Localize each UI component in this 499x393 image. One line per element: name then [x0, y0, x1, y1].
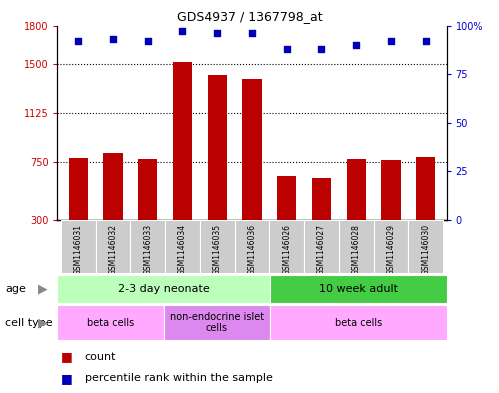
Bar: [164, 305, 269, 340]
Bar: [235, 220, 269, 273]
Text: ▶: ▶: [37, 316, 47, 329]
Bar: [408, 220, 443, 273]
Text: 10 week adult: 10 week adult: [319, 284, 398, 294]
Point: [248, 30, 256, 37]
Bar: [208, 75, 227, 220]
Text: cell type: cell type: [5, 318, 52, 328]
Bar: [138, 159, 157, 220]
Text: age: age: [5, 284, 26, 294]
Point: [109, 36, 117, 42]
Text: ▶: ▶: [37, 283, 47, 296]
Bar: [269, 305, 447, 340]
Text: GSM1146035: GSM1146035: [213, 224, 222, 275]
Bar: [312, 178, 331, 220]
Point: [317, 46, 325, 52]
Point: [422, 38, 430, 44]
Text: GSM1146033: GSM1146033: [143, 224, 152, 275]
Bar: [165, 220, 200, 273]
Bar: [173, 62, 192, 220]
Bar: [57, 275, 269, 303]
Bar: [69, 158, 88, 220]
Bar: [339, 220, 374, 273]
Text: GSM1146031: GSM1146031: [74, 224, 83, 275]
Bar: [61, 220, 96, 273]
Point: [74, 38, 82, 44]
Text: ■: ■: [61, 350, 73, 363]
Text: non-endocrine islet
cells: non-endocrine islet cells: [170, 312, 263, 333]
Bar: [374, 220, 408, 273]
Point: [179, 28, 187, 35]
Text: GSM1146032: GSM1146032: [108, 224, 117, 275]
Point: [352, 42, 360, 48]
Bar: [243, 79, 261, 220]
Text: beta cells: beta cells: [87, 318, 134, 328]
Text: count: count: [85, 352, 116, 362]
Bar: [200, 220, 235, 273]
Bar: [381, 160, 401, 220]
Text: GSM1146026: GSM1146026: [282, 224, 291, 275]
Bar: [269, 275, 447, 303]
Bar: [416, 156, 435, 220]
Bar: [130, 220, 165, 273]
Bar: [269, 220, 304, 273]
Point: [213, 30, 221, 37]
Point: [283, 46, 291, 52]
Text: GSM1146028: GSM1146028: [352, 224, 361, 275]
Text: beta cells: beta cells: [334, 318, 382, 328]
Text: GSM1146027: GSM1146027: [317, 224, 326, 275]
Point: [144, 38, 152, 44]
Bar: [277, 176, 296, 220]
Bar: [57, 305, 164, 340]
Bar: [96, 220, 130, 273]
Bar: [103, 152, 123, 220]
Bar: [304, 220, 339, 273]
Bar: [347, 159, 366, 220]
Text: percentile rank within the sample: percentile rank within the sample: [85, 373, 272, 383]
Text: ■: ■: [61, 372, 73, 385]
Text: GSM1146029: GSM1146029: [387, 224, 396, 275]
Text: GSM1146034: GSM1146034: [178, 224, 187, 275]
Point: [387, 38, 395, 44]
Text: 2-3 day neonate: 2-3 day neonate: [118, 284, 210, 294]
Text: GDS4937 / 1367798_at: GDS4937 / 1367798_at: [177, 10, 322, 23]
Text: GSM1146036: GSM1146036: [248, 224, 256, 275]
Text: GSM1146030: GSM1146030: [421, 224, 430, 275]
